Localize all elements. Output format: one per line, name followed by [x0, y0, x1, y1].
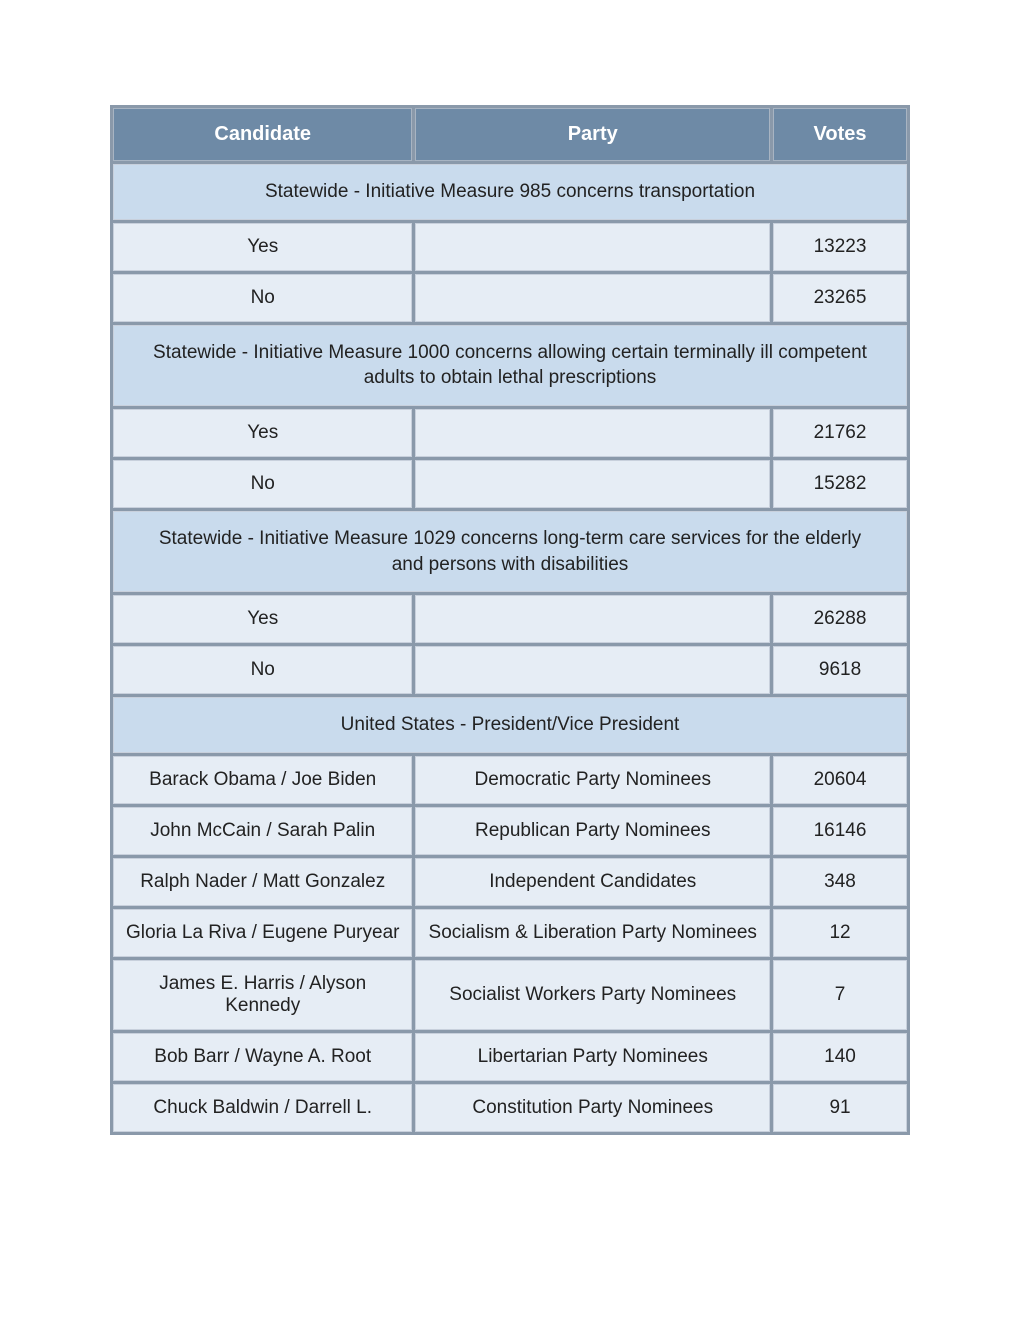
- cell-party: Independent Candidates: [415, 858, 770, 906]
- cell-candidate: Barack Obama / Joe Biden: [113, 756, 412, 804]
- table-row: No 15282: [113, 460, 907, 508]
- cell-votes: 20604: [773, 756, 907, 804]
- cell-candidate: John McCain / Sarah Palin: [113, 807, 412, 855]
- table-row: No 23265: [113, 274, 907, 322]
- cell-candidate: Yes: [113, 409, 412, 457]
- cell-candidate: Chuck Baldwin / Darrell L.: [113, 1084, 412, 1132]
- cell-party: Democratic Party Nominees: [415, 756, 770, 804]
- table-row: Yes 13223: [113, 223, 907, 271]
- section-title: Statewide - Initiative Measure 1029 conc…: [113, 511, 907, 592]
- cell-candidate: Gloria La Riva / Eugene Puryear: [113, 909, 412, 957]
- cell-party: [415, 274, 770, 322]
- table-row: Yes 26288: [113, 595, 907, 643]
- cell-votes: 16146: [773, 807, 907, 855]
- cell-party: Constitution Party Nominees: [415, 1084, 770, 1132]
- cell-party: [415, 409, 770, 457]
- cell-votes: 348: [773, 858, 907, 906]
- cell-votes: 7: [773, 960, 907, 1030]
- table-row: Bob Barr / Wayne A. Root Libertarian Par…: [113, 1033, 907, 1081]
- cell-party: [415, 223, 770, 271]
- table-row: Yes 21762: [113, 409, 907, 457]
- cell-votes: 26288: [773, 595, 907, 643]
- cell-party: Socialist Workers Party Nominees: [415, 960, 770, 1030]
- cell-party: Republican Party Nominees: [415, 807, 770, 855]
- section-title: Statewide - Initiative Measure 985 conce…: [113, 164, 907, 220]
- cell-candidate: Yes: [113, 595, 412, 643]
- cell-candidate: No: [113, 274, 412, 322]
- section-header: United States - President/Vice President: [113, 697, 907, 753]
- cell-votes: 13223: [773, 223, 907, 271]
- table-row: Gloria La Riva / Eugene Puryear Socialis…: [113, 909, 907, 957]
- cell-votes: 91: [773, 1084, 907, 1132]
- table-row: No 9618: [113, 646, 907, 694]
- cell-candidate: James E. Harris / Alyson Kennedy: [113, 960, 412, 1030]
- cell-party: Libertarian Party Nominees: [415, 1033, 770, 1081]
- header-party: Party: [415, 108, 770, 161]
- section-header: Statewide - Initiative Measure 985 conce…: [113, 164, 907, 220]
- results-table: Candidate Party Votes Statewide - Initia…: [110, 105, 910, 1135]
- header-votes: Votes: [773, 108, 907, 161]
- cell-party: [415, 646, 770, 694]
- table-row: Barack Obama / Joe Biden Democratic Part…: [113, 756, 907, 804]
- cell-votes: 23265: [773, 274, 907, 322]
- section-title: United States - President/Vice President: [113, 697, 907, 753]
- table-row: John McCain / Sarah Palin Republican Par…: [113, 807, 907, 855]
- cell-votes: 140: [773, 1033, 907, 1081]
- cell-votes: 12: [773, 909, 907, 957]
- cell-party: [415, 460, 770, 508]
- cell-party: Socialism & Liberation Party Nominees: [415, 909, 770, 957]
- cell-candidate: Bob Barr / Wayne A. Root: [113, 1033, 412, 1081]
- cell-candidate: No: [113, 460, 412, 508]
- header-row: Candidate Party Votes: [113, 108, 907, 161]
- cell-votes: 15282: [773, 460, 907, 508]
- cell-candidate: Yes: [113, 223, 412, 271]
- cell-candidate: Ralph Nader / Matt Gonzalez: [113, 858, 412, 906]
- table-row: Chuck Baldwin / Darrell L. Constitution …: [113, 1084, 907, 1132]
- cell-votes: 9618: [773, 646, 907, 694]
- table-row: James E. Harris / Alyson Kennedy Sociali…: [113, 960, 907, 1030]
- cell-votes: 21762: [773, 409, 907, 457]
- cell-party: [415, 595, 770, 643]
- section-header: Statewide - Initiative Measure 1000 conc…: [113, 325, 907, 406]
- table-row: Ralph Nader / Matt Gonzalez Independent …: [113, 858, 907, 906]
- section-header: Statewide - Initiative Measure 1029 conc…: [113, 511, 907, 592]
- header-candidate: Candidate: [113, 108, 412, 161]
- cell-candidate: No: [113, 646, 412, 694]
- section-title: Statewide - Initiative Measure 1000 conc…: [113, 325, 907, 406]
